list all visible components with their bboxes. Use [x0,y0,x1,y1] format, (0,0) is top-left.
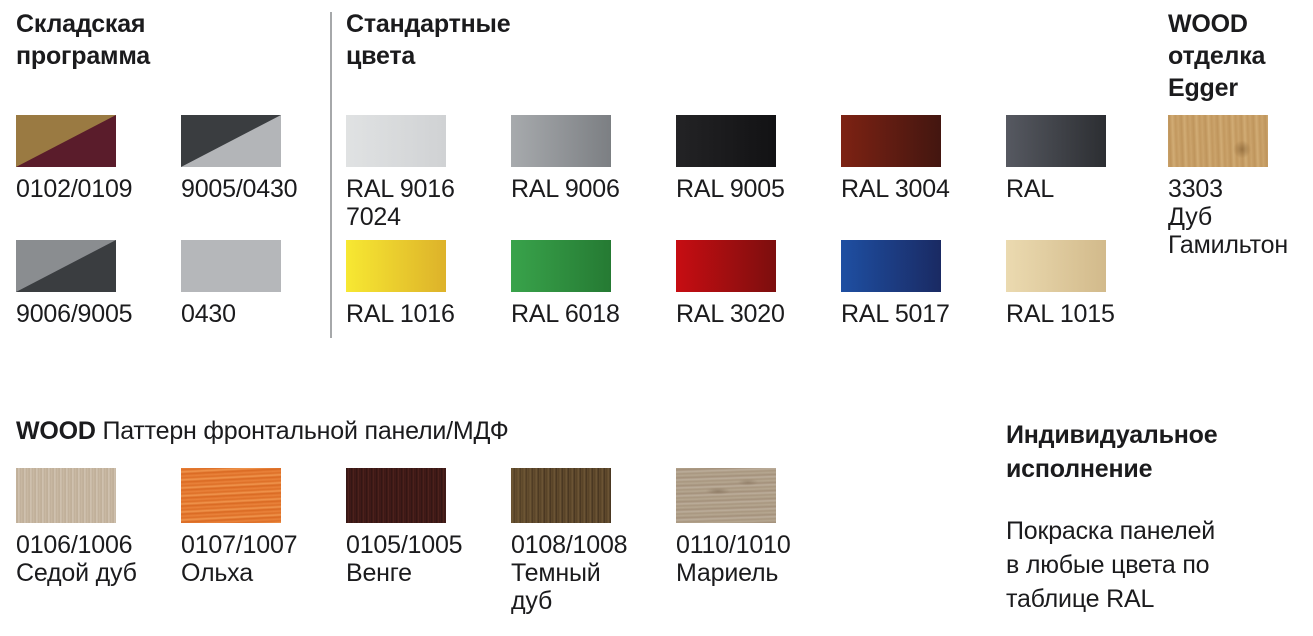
color-code: 9005/0430 [181,175,298,203]
color-name: Ольха [181,559,253,587]
color-item-ral-5017: RAL 5017 [841,240,1001,328]
swatch-9006-9005 [16,240,116,292]
color-code: 0430 [181,300,236,328]
color-item-ral-3004: RAL 3004 [841,115,1001,203]
color-code: 0107/1007 [181,531,298,559]
color-code: RAL 1016 [346,300,455,328]
color-code: 0110/1010 [676,531,791,559]
color-code: RAL 9005 [676,175,785,203]
color-item-0106-1006: 0106/1006 Седой дуб [16,468,176,587]
color-item-ral-1015: RAL 1015 [1006,240,1166,328]
color-name: Темный дуб [511,559,601,615]
color-code: RAL 9006 [511,175,620,203]
wood-mdf-title: WOOD Паттерн фронтальной панели/МДФ [16,415,876,447]
color-code: 3303 Дуб Гамильтон [1168,175,1288,259]
color-code: 0102/0109 [16,175,133,203]
color-item-0108-1008: 0108/1008 Темный дуб [511,468,671,615]
swatch-ral-9006 [511,115,611,167]
individual-title: Индивидуальное исполнение [1006,421,1218,483]
swatch-ral-5017 [841,240,941,292]
color-item-9006-9005: 9006/9005 [16,240,176,328]
color-code: 0108/1008 [511,531,628,559]
wood-egger-title: WOOD отделка Egger [1168,10,1266,102]
swatch-ral [1006,115,1106,167]
color-name: Мариель [676,559,779,587]
color-code: RAL 3004 [841,175,950,203]
swatch-0107-1007-alder [181,468,281,523]
color-item-ral-9005: RAL 9005 [676,115,836,203]
stock-program-title: Складская программа [16,10,150,70]
wood-mdf-title-bold: WOOD [16,417,96,445]
color-item-3303: 3303 Дуб Гамильтон [1168,115,1313,259]
section-wood-mdf: WOOD Паттерн фронтальной панели/МДФ 0106… [16,415,876,630]
individual-body: Покраска панелей в любые цвета по таблиц… [1006,517,1216,613]
swatch-ral-6018 [511,240,611,292]
standard-colors-title: Стандартные цвета [346,10,511,70]
section-individual: Индивидуальное исполнение Покраска панел… [1006,418,1306,616]
color-item-ral-9016: RAL 9016 7024 [346,115,506,231]
color-item-0107-1007: 0107/1007 Ольха [181,468,341,587]
swatch-0110-1010-mariel [676,468,776,523]
color-code: 0106/1006 [16,531,133,559]
color-code: RAL 5017 [841,300,950,328]
color-code: RAL 9016 7024 [346,175,455,231]
swatch-0105-1005-wenge [346,468,446,523]
swatch-0108-1008-dark-oak [511,468,611,523]
swatch-ral-9016 [346,115,446,167]
color-code: RAL 1015 [1006,300,1115,328]
color-name: Венге [346,559,412,587]
color-item-0430: 0430 [181,240,341,328]
section-wood-egger: WOOD отделка Egger 3303 Дуб Гамильтон [1168,8,1313,338]
section-stock-program: Складская программа 0102/0109 9005/0430 … [16,8,346,338]
color-item-ral: RAL [1006,115,1166,203]
swatch-ral-1016 [346,240,446,292]
swatch-3303-oak-hamilton [1168,115,1268,167]
swatch-ral-3004 [841,115,941,167]
swatch-0106-1006-gray-oak [16,468,116,523]
swatch-0430 [181,240,281,292]
color-item-ral-9006: RAL 9006 [511,115,671,203]
color-code: RAL [1006,175,1055,203]
swatch-ral-1015 [1006,240,1106,292]
vertical-divider [330,12,332,338]
color-code: RAL 3020 [676,300,785,328]
color-item-ral-1016: RAL 1016 [346,240,506,328]
color-item-9005-0430: 9005/0430 [181,115,341,203]
color-item-ral-3020: RAL 3020 [676,240,836,328]
wood-mdf-title-rest: Паттерн фронтальной панели/МДФ [102,417,509,445]
color-name: Седой дуб [16,559,137,587]
swatch-0102-0109 [16,115,116,167]
color-code: 0105/1005 [346,531,463,559]
color-item-0105-1005: 0105/1005 Венге [346,468,506,587]
color-item-ral-6018: RAL 6018 [511,240,671,328]
color-code: 9006/9005 [16,300,133,328]
color-item-0102-0109: 0102/0109 [16,115,176,203]
swatch-ral-9005 [676,115,776,167]
swatch-9005-0430 [181,115,281,167]
section-standard-colors: Стандартные цвета RAL 9016 7024 RAL 9006… [346,8,1168,338]
color-item-0110-1010: 0110/1010 Мариель [676,468,836,587]
swatch-ral-3020 [676,240,776,292]
color-code: RAL 6018 [511,300,620,328]
